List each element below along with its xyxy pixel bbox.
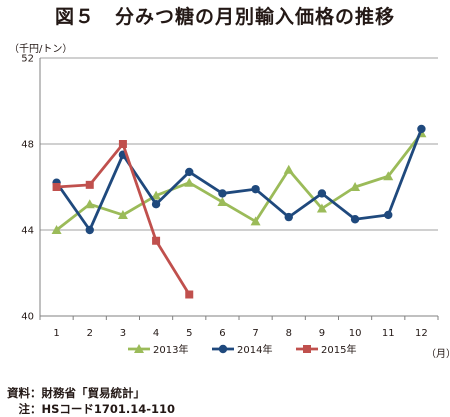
x-tick-labels: 1 2 3 4 5 6 7 8 9 10 11 12 xyxy=(53,328,427,339)
data-point xyxy=(151,200,161,209)
y-tick-labels: 40 44 48 52 xyxy=(21,54,34,323)
data-point xyxy=(118,140,127,148)
x-tick-label: 11 xyxy=(382,328,395,339)
data-point xyxy=(85,180,94,189)
data-point xyxy=(284,212,293,222)
data-point xyxy=(283,164,294,174)
data-point xyxy=(117,209,128,219)
x-tick-label: 5 xyxy=(186,328,192,339)
legend-item: 2013年 xyxy=(128,343,188,356)
x-tick-label: 12 xyxy=(415,328,428,339)
legend-label: 2014年 xyxy=(237,343,272,356)
x-tick-label: 4 xyxy=(153,328,159,339)
x-tick-label: 3 xyxy=(120,328,126,339)
y-tick-label: 44 xyxy=(21,226,34,237)
data-point xyxy=(84,199,95,209)
data-point xyxy=(151,190,162,200)
legend-label: 2015年 xyxy=(321,343,356,356)
series-line xyxy=(55,128,423,232)
y-tick-label: 40 xyxy=(21,312,34,323)
data-point xyxy=(184,177,195,187)
data-point xyxy=(384,210,393,220)
series-2015年 xyxy=(52,140,194,299)
data-point xyxy=(250,216,261,226)
source-note: 資料：財務省「貿易統計」 xyxy=(7,386,145,400)
series-line xyxy=(56,142,191,296)
data-point xyxy=(152,236,161,245)
x-tick-label: 1 xyxy=(53,328,59,339)
x-tick-label: 2 xyxy=(87,328,93,339)
data-point xyxy=(316,203,327,213)
legend-marker xyxy=(303,345,311,353)
data-point xyxy=(217,197,228,207)
data-point xyxy=(383,171,394,181)
y-tick-label: 48 xyxy=(21,140,34,151)
legend-marker xyxy=(218,344,228,354)
legend-item: 2014年 xyxy=(212,343,272,356)
legend-marker xyxy=(134,344,144,353)
legend-item: 2015年 xyxy=(296,343,356,356)
series-line xyxy=(55,132,423,232)
grid-lines xyxy=(40,57,438,231)
chart-title: 図５ 分みつ糖の月別輸入価格の推移 xyxy=(54,6,395,28)
series-lines xyxy=(51,124,427,299)
series-2014年 xyxy=(52,124,426,235)
x-axis-unit: （月） xyxy=(426,349,450,360)
data-point xyxy=(85,225,94,235)
data-point xyxy=(417,124,426,134)
legend: 2013年 2014年 2015年 xyxy=(128,343,356,356)
data-point xyxy=(350,215,360,224)
x-tick-label: 10 xyxy=(349,328,362,339)
data-point xyxy=(317,189,327,198)
data-point xyxy=(185,167,194,177)
data-point xyxy=(185,290,194,299)
data-point xyxy=(51,225,62,234)
plot-frame xyxy=(39,58,439,320)
legend-label: 2013年 xyxy=(153,343,188,356)
data-point xyxy=(218,189,227,198)
data-point xyxy=(251,184,260,194)
x-tick-label: 8 xyxy=(286,328,292,339)
data-point xyxy=(52,183,61,191)
y-tick-label: 52 xyxy=(21,54,34,65)
y-axis-unit: （千円/トン） xyxy=(9,44,73,55)
x-tick-label: 9 xyxy=(319,328,325,339)
x-tick-label: 6 xyxy=(219,328,225,339)
footnote: 注：HSコード1701.14-110 xyxy=(7,402,176,416)
data-point xyxy=(350,182,361,191)
x-tick-label: 7 xyxy=(252,328,258,339)
series-2013年 xyxy=(51,128,427,234)
